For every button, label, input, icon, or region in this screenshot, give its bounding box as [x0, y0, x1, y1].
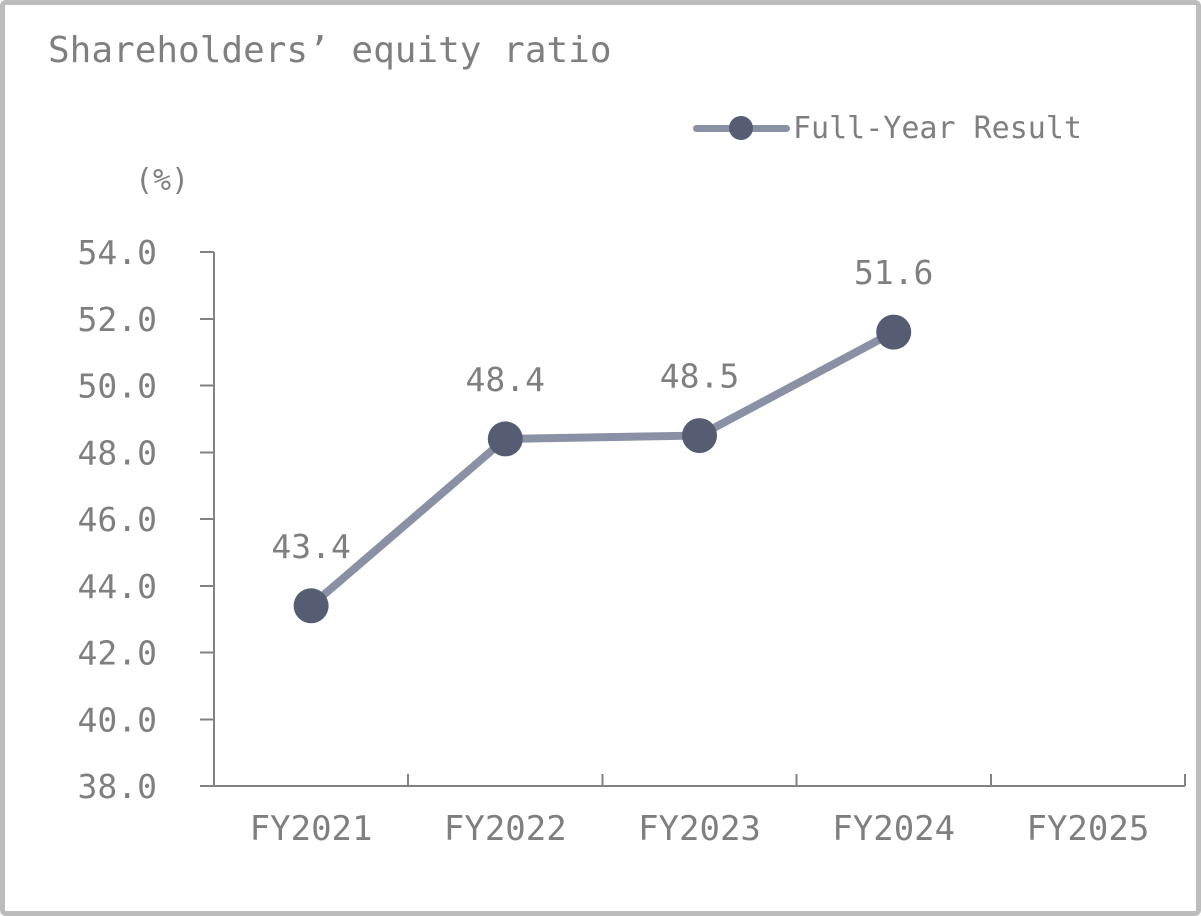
y-axis-tick-label: 46.0	[78, 500, 157, 539]
y-axis-tick-label: 38.0	[78, 767, 157, 806]
x-category-label: FY2021	[250, 809, 373, 849]
data-point-label-FY2024: 51.6	[854, 253, 933, 292]
data-point-label-FY2023: 48.5	[660, 357, 739, 396]
data-point-marker-FY2024	[876, 314, 912, 350]
data-point-label-FY2021: 43.4	[271, 527, 350, 566]
y-axis-tick-label: 54.0	[78, 233, 157, 272]
legend-line-marker-icon	[693, 115, 790, 141]
x-category-label: FY2024	[832, 809, 955, 849]
x-category-label: FY2025	[1026, 809, 1149, 849]
x-category-label: FY2022	[444, 809, 567, 849]
y-axis-tick-label: 40.0	[78, 700, 157, 739]
data-point-marker-FY2022	[487, 421, 523, 457]
x-category-label: FY2023	[638, 809, 761, 849]
y-axis-tick-label: 50.0	[78, 367, 157, 406]
line-chart-plot: 38.0 40.0 42.0 44.0 46.0 48.0 50.0 52.0 54.0 FY20…	[78, 233, 1186, 849]
y-axis-tick-label: 42.0	[78, 634, 157, 673]
data-point-label-FY2022: 48.4	[466, 360, 545, 399]
y-axis-tick-label: 52.0	[78, 300, 157, 339]
y-axis-tick-label: 44.0	[78, 567, 157, 606]
data-point-marker-FY2021	[293, 588, 329, 624]
chart-title: Shareholders’ equity ratio	[48, 30, 612, 71]
data-point-marker-FY2023	[682, 418, 717, 454]
legend: Full-Year Result	[693, 108, 1082, 148]
y-axis-unit-label: (%)	[135, 163, 190, 198]
legend-dot-icon	[729, 116, 753, 140]
series-line	[307, 328, 898, 610]
legend-series-label: Full-Year Result	[793, 110, 1082, 146]
y-axis-tick-label: 48.0	[78, 433, 157, 472]
